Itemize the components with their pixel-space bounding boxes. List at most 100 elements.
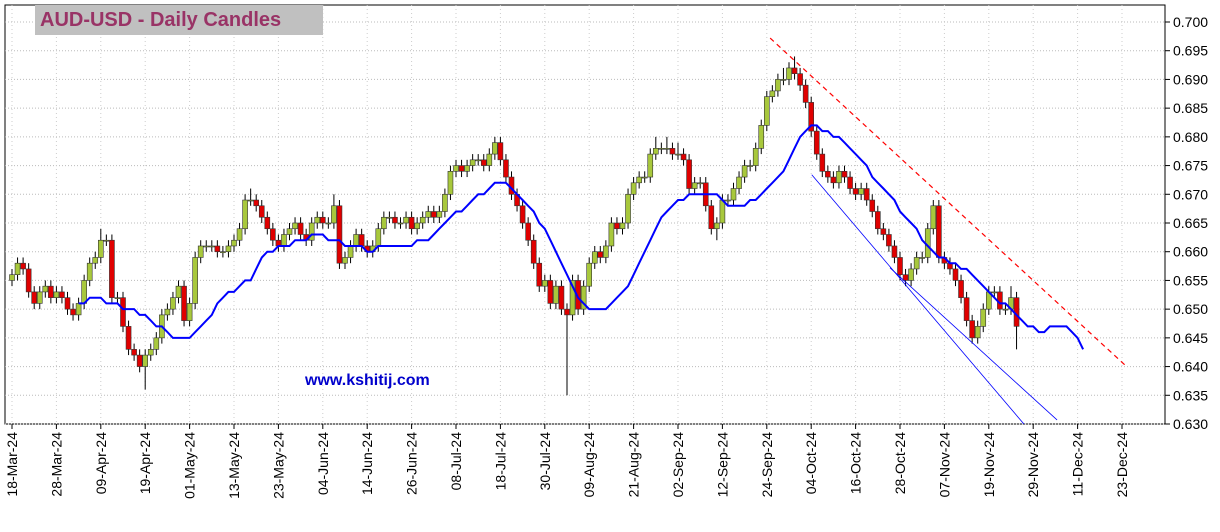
candle-body [786, 67, 792, 80]
candle-body [780, 79, 787, 81]
candle-body [231, 239, 237, 247]
candle-body [730, 188, 737, 201]
candle-body [48, 285, 54, 298]
candle-body [564, 308, 570, 316]
candle-body [53, 291, 60, 298]
candle-body [747, 165, 753, 167]
candle-body [958, 280, 964, 298]
x-tick-label: 19-Apr-24 [137, 432, 153, 494]
candle-body [36, 291, 43, 304]
candle-body [425, 211, 432, 218]
candle-body [170, 297, 176, 310]
candle-body [64, 297, 71, 310]
candle-body [331, 205, 337, 224]
candle-body [797, 73, 803, 86]
moving-average [78, 124, 1085, 350]
candle-body [630, 182, 637, 195]
candle-body [686, 159, 692, 189]
candle-body [913, 257, 920, 270]
candle-body [25, 268, 32, 293]
candle-body [980, 308, 987, 327]
x-tick-label: 07-Nov-24 [936, 432, 952, 498]
y-tick-label: 0.690 [1173, 71, 1208, 87]
candle-body [181, 285, 187, 321]
candle-body [908, 268, 914, 281]
candle-body [31, 291, 38, 304]
candle-body [386, 216, 393, 219]
candle-body [930, 205, 937, 230]
candle-body [963, 297, 970, 321]
candle-body [381, 216, 387, 230]
candle-body [342, 257, 348, 264]
candle-body [253, 199, 259, 207]
candle-body [608, 222, 615, 247]
candle-body [447, 171, 454, 195]
candle-body [286, 228, 293, 235]
candle-body [186, 303, 193, 321]
candle-body [880, 228, 887, 235]
candle-body [636, 176, 642, 184]
candle-body [691, 182, 698, 189]
watermark: www.kshitij.com [304, 372, 430, 389]
candle-body [536, 262, 543, 287]
x-tick-label: 19-Nov-24 [981, 432, 997, 498]
x-tick-label: 09-Apr-24 [93, 432, 109, 494]
candle-body [408, 216, 415, 230]
candle-body [480, 159, 487, 166]
candle-body [120, 297, 126, 327]
y-tick-label: 0.645 [1173, 330, 1208, 346]
candle-body [59, 291, 65, 298]
candle-body [641, 176, 648, 179]
candle-body [902, 274, 909, 281]
x-tick-label: 29-Nov-24 [1025, 432, 1041, 498]
candle-body [897, 257, 903, 275]
x-tick-label: 30-Jul-24 [537, 432, 553, 491]
candle-body [142, 354, 148, 367]
candle-body [492, 142, 498, 155]
candle-body [597, 251, 604, 258]
candle-body [281, 234, 287, 247]
candle-body [547, 280, 554, 304]
candle-body [525, 222, 531, 241]
candle-body [42, 285, 49, 293]
candle-body [164, 308, 171, 316]
candle-body [397, 222, 404, 225]
candle-body [353, 234, 359, 247]
x-tick-label: 08-Jul-24 [448, 432, 464, 491]
x-tick-label: 11-Dec-24 [1070, 432, 1086, 497]
candle-body [519, 205, 526, 224]
candle-body [20, 262, 26, 270]
candle-body [969, 320, 975, 339]
candle-body [652, 148, 659, 155]
candle-body [403, 216, 409, 224]
candle-body [858, 188, 864, 195]
candle-body [836, 171, 842, 184]
candle-body [775, 79, 781, 92]
candle-body [791, 67, 798, 74]
trendline [811, 174, 1025, 424]
candle-body [825, 171, 831, 178]
candle-body [741, 165, 748, 178]
candle-body [214, 245, 221, 253]
candle-body [541, 280, 548, 287]
candle-body [314, 216, 321, 224]
candle-body [414, 222, 420, 230]
x-tick-label: 18-Mar-24 [4, 432, 20, 497]
candle-body [503, 159, 509, 178]
candle-body [580, 285, 587, 310]
candle-body [192, 257, 198, 304]
candle-body [991, 291, 998, 294]
candle-body [125, 326, 132, 350]
candle-body [919, 257, 926, 259]
x-tick-label: 12-Sep-24 [714, 432, 730, 498]
candle-body [92, 257, 99, 264]
candle-body [808, 102, 815, 132]
candle-body [752, 148, 759, 166]
x-tick-label: 02-Sep-24 [670, 432, 686, 498]
candle-body [258, 205, 265, 218]
candle-body [242, 199, 248, 230]
trendline [889, 267, 1058, 421]
candle-body [886, 234, 892, 247]
candle-body [436, 211, 443, 218]
